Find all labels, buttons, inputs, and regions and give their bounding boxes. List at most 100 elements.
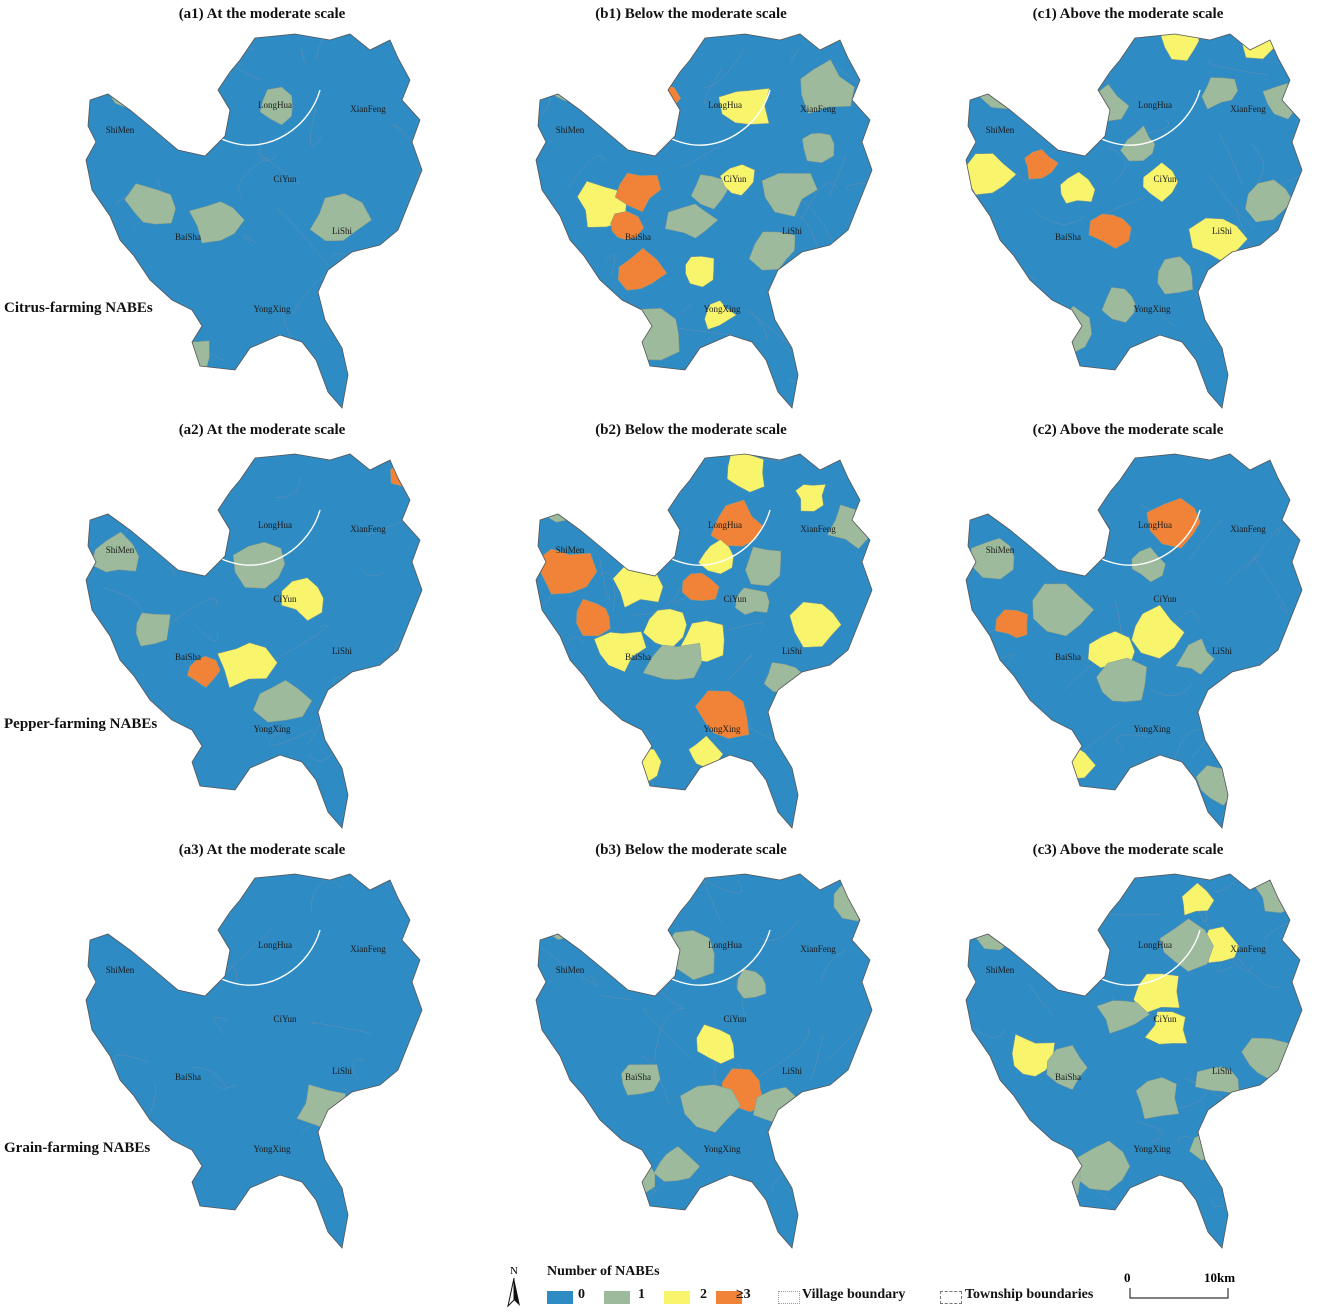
village-class-1 bbox=[848, 36, 872, 69]
town-label: LiShi bbox=[332, 226, 353, 236]
panel-title-c2: (c2) Above the moderate scale bbox=[1032, 422, 1224, 438]
village-boundary bbox=[1031, 208, 1087, 225]
village-boundary bbox=[359, 566, 386, 577]
village-class-1 bbox=[661, 930, 715, 981]
village-boundary bbox=[1017, 1181, 1050, 1237]
village-boundary bbox=[559, 284, 571, 317]
village-boundary bbox=[536, 943, 598, 986]
village-boundary bbox=[86, 874, 113, 881]
village-boundary bbox=[90, 1095, 115, 1146]
village-class-1 bbox=[1032, 583, 1095, 637]
town-label: LiShi bbox=[1212, 646, 1233, 656]
map-svg-a2: LongHua XianFeng ShiMen CiYun BaiSha LiShi Yon… bbox=[85, 453, 423, 829]
village-class-1 bbox=[1245, 179, 1294, 223]
town-label: BaiSha bbox=[1055, 652, 1081, 662]
town-label: YongXing bbox=[703, 724, 741, 734]
village-class-1 bbox=[542, 489, 585, 523]
town-label: YongXing bbox=[253, 724, 291, 734]
village-boundary bbox=[988, 122, 998, 132]
village-boundary bbox=[983, 815, 1033, 828]
village-boundary bbox=[633, 586, 682, 616]
town-label: LongHua bbox=[258, 940, 292, 950]
village-boundary bbox=[820, 321, 845, 360]
village-boundary bbox=[312, 874, 344, 890]
legend-label-2: 2 bbox=[700, 1287, 707, 1302]
village-boundary bbox=[352, 1059, 364, 1079]
village-boundary bbox=[170, 887, 203, 931]
village-boundary bbox=[275, 476, 300, 498]
village-class-1 bbox=[136, 612, 171, 647]
map-c3: LongHua XianFeng ShiMen CiYun BaiSha LiShi Yon… bbox=[960, 870, 1320, 1250]
map-a2: LongHua XianFeng ShiMen CiYun BaiSha LiShi Yon… bbox=[80, 450, 440, 830]
village-boundary bbox=[702, 46, 746, 88]
county-outline bbox=[965, 873, 1303, 1249]
village-boundary bbox=[1215, 874, 1258, 893]
village-class-2 bbox=[593, 631, 647, 673]
town-label: XianFeng bbox=[1230, 524, 1266, 534]
village-class-1 bbox=[252, 680, 313, 723]
village-class-1 bbox=[800, 59, 855, 114]
village-class-1 bbox=[736, 968, 766, 999]
village-boundary bbox=[578, 762, 593, 809]
village-boundary bbox=[966, 1171, 971, 1221]
town-label: CiYun bbox=[723, 594, 747, 604]
village-boundary bbox=[37, 167, 83, 221]
village-boundary bbox=[733, 786, 765, 823]
village-class-2 bbox=[633, 516, 674, 552]
panel-title-c3: (c3) Above the moderate scale bbox=[1032, 842, 1224, 858]
town-label: CiYun bbox=[723, 174, 747, 184]
town-label: ShiMen bbox=[106, 545, 135, 555]
village-boundary bbox=[599, 558, 610, 601]
legend-swatch-1 bbox=[604, 1291, 630, 1304]
village-boundary bbox=[1178, 371, 1203, 387]
village-class-3 bbox=[635, 84, 682, 119]
village-boundary bbox=[277, 208, 331, 268]
town-label: YongXing bbox=[1133, 304, 1171, 314]
village-boundary bbox=[1009, 684, 1014, 732]
map-svg-c1: LongHua XianFeng ShiMen CiYun BaiSha LiShi Yon… bbox=[965, 33, 1303, 409]
town-label: BaiSha bbox=[1055, 1072, 1081, 1082]
village-boundary bbox=[396, 1229, 422, 1247]
legend-township-label: Township boundaries bbox=[965, 1287, 1094, 1302]
legend-title: Number of NABEs bbox=[547, 1264, 660, 1279]
village-boundary bbox=[796, 716, 834, 744]
village-class-3 bbox=[576, 598, 611, 637]
village-class-2 bbox=[1144, 1011, 1188, 1045]
village-boundary bbox=[268, 625, 329, 664]
village-class-2 bbox=[727, 454, 765, 493]
village-boundary bbox=[823, 454, 872, 465]
village-boundary bbox=[1282, 237, 1302, 278]
village-boundary bbox=[191, 1067, 227, 1089]
village-class-2 bbox=[789, 601, 842, 648]
village-class-1 bbox=[162, 340, 210, 383]
town-label: BaiSha bbox=[1055, 232, 1081, 242]
town-label: ShiMen bbox=[986, 545, 1015, 555]
county-outline bbox=[535, 33, 873, 409]
panel-title-c1: (c1) Above the moderate scale bbox=[1032, 6, 1224, 22]
town-label: LongHua bbox=[258, 100, 292, 110]
legend-label-3: ≥3 bbox=[736, 1287, 751, 1302]
legend-swatch-3 bbox=[716, 1291, 742, 1304]
village-boundary bbox=[751, 312, 768, 342]
village-boundary bbox=[238, 156, 270, 198]
village-boundary bbox=[1149, 682, 1193, 696]
town-label: XianFeng bbox=[350, 104, 386, 114]
village-class-2 bbox=[719, 164, 755, 196]
town-label: BaiSha bbox=[625, 232, 651, 242]
village-class-2 bbox=[795, 484, 827, 512]
row-label-citrus: Citrus-farming NABEs bbox=[4, 300, 153, 316]
village-class-1 bbox=[1096, 657, 1147, 702]
village-boundary bbox=[998, 257, 1010, 294]
village-boundary bbox=[1224, 553, 1263, 586]
map-svg-c3: LongHua XianFeng ShiMen CiYun BaiSha LiShi Yon… bbox=[965, 873, 1303, 1249]
scale-end-label: 10km bbox=[1204, 1270, 1235, 1285]
village-boundary bbox=[1028, 982, 1055, 1018]
village-boundary bbox=[109, 34, 148, 44]
town-label: ShiMen bbox=[106, 965, 135, 975]
village-boundary bbox=[256, 152, 301, 185]
village-boundary bbox=[966, 1016, 1006, 1038]
county-outline bbox=[85, 33, 423, 409]
village-boundary bbox=[104, 903, 127, 936]
village-class-1 bbox=[690, 174, 729, 210]
village-boundary bbox=[86, 454, 112, 472]
